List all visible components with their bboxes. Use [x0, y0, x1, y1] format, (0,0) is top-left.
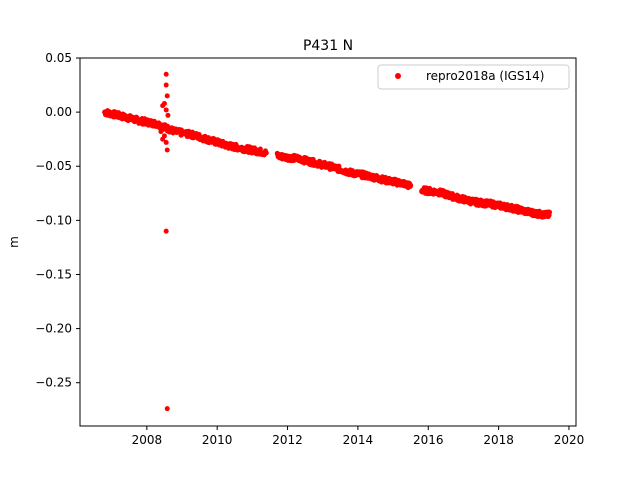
data-point [163, 71, 169, 77]
x-tick-label: 2020 [554, 433, 585, 447]
data-point [164, 93, 170, 99]
y-tick-label: −0.20 [35, 322, 72, 336]
y-axis: 0.05 0.00 −0.05 −0.10 −0.15 −0.20 −0.25 [35, 51, 80, 390]
y-tick-label: −0.25 [35, 376, 72, 390]
data-point [158, 129, 164, 135]
data-point [163, 139, 169, 145]
y-tick-label: 0.00 [45, 105, 72, 119]
legend-marker [395, 73, 401, 79]
data-point [163, 228, 169, 234]
x-axis: 2008 2010 2012 2014 2016 2018 2020 [132, 426, 585, 447]
data-point [536, 208, 542, 214]
data-point [160, 103, 166, 109]
x-tick-label: 2014 [343, 433, 374, 447]
legend-label: repro2018a (IGS14) [426, 69, 544, 83]
data-point [161, 133, 167, 139]
x-tick-label: 2012 [272, 433, 303, 447]
data-point [163, 82, 169, 88]
legend: repro2018a (IGS14) [377, 64, 570, 90]
y-tick-label: −0.10 [35, 213, 72, 227]
x-tick-label: 2008 [132, 433, 163, 447]
y-axis-label: m [7, 236, 21, 248]
data-point [263, 150, 269, 156]
plot-frame [79, 57, 577, 427]
data-point [164, 147, 170, 153]
data-point [163, 107, 169, 113]
x-tick-label: 2018 [483, 433, 514, 447]
y-tick-label: 0.05 [45, 51, 72, 65]
x-tick-label: 2010 [202, 433, 233, 447]
data-point [547, 209, 553, 215]
data-point [165, 112, 171, 118]
x-tick-label: 2016 [413, 433, 444, 447]
chart-title: P431 N [303, 38, 353, 54]
data-point [164, 406, 170, 412]
data-point [408, 182, 414, 188]
data-points [102, 71, 553, 412]
y-tick-label: −0.15 [35, 267, 72, 281]
legend-frame [377, 64, 570, 90]
y-tick-label: −0.05 [35, 159, 72, 173]
